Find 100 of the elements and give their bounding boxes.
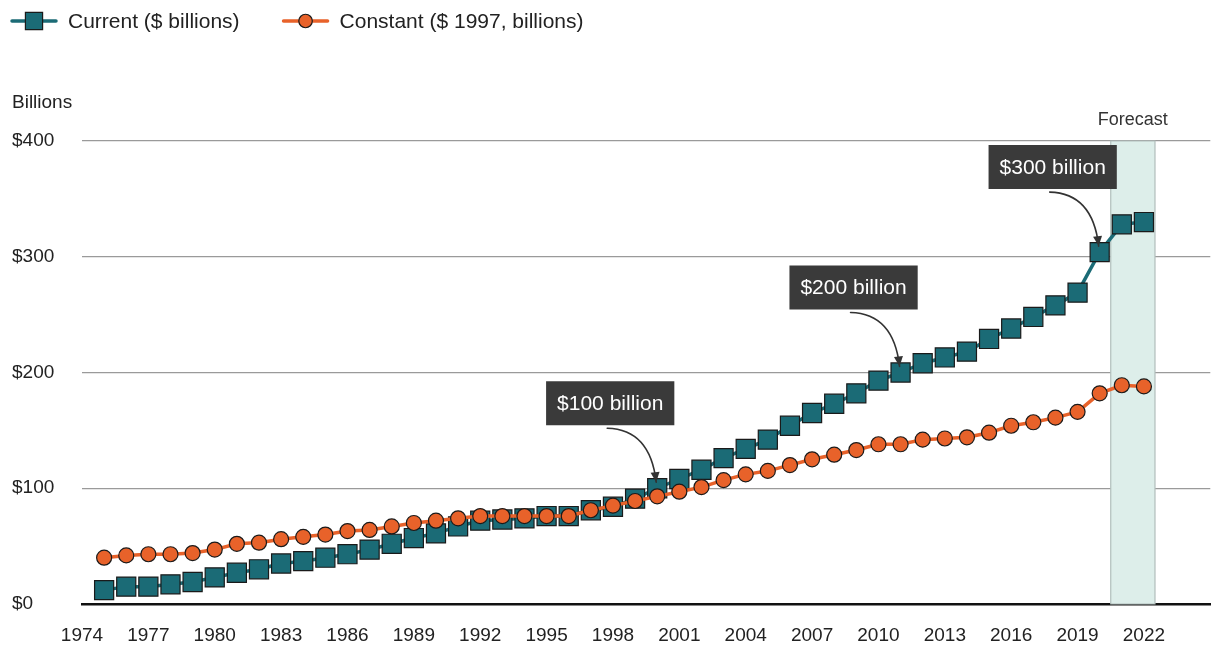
- x-tick-label: 1992: [459, 623, 502, 645]
- point: [757, 429, 778, 450]
- y-tick-label: $200: [12, 360, 55, 382]
- point: [1133, 211, 1155, 233]
- y-tick-label: $400: [12, 129, 55, 151]
- y-tick-label: $100: [12, 476, 55, 498]
- y-tick-label: $0: [12, 592, 34, 614]
- legend-label: Constant ($ 1997, billions): [339, 8, 584, 32]
- point: [270, 553, 292, 574]
- x-tick-label: 2010: [857, 623, 900, 645]
- point: [1067, 282, 1088, 303]
- point: [1111, 214, 1132, 235]
- point: [890, 362, 911, 383]
- point: [1023, 306, 1044, 328]
- point: [649, 488, 666, 505]
- x-tick-label: 2013: [923, 623, 966, 645]
- point: [803, 451, 821, 468]
- point: [494, 507, 511, 525]
- x-tick-label: 1977: [127, 623, 170, 645]
- band-label: Forecast: [1097, 108, 1168, 129]
- point: [184, 544, 201, 562]
- point: [250, 534, 268, 551]
- x-tick-label: 1998: [591, 623, 635, 645]
- point: [892, 436, 909, 453]
- x-tick-label: 2007: [790, 623, 834, 645]
- point: [160, 574, 181, 595]
- point: [1003, 417, 1020, 434]
- point: [980, 424, 998, 441]
- x-tick-label: 2019: [1056, 623, 1099, 645]
- point: [912, 353, 933, 374]
- point: [1001, 318, 1022, 339]
- point: [870, 436, 887, 453]
- point: [978, 328, 1000, 350]
- point: [138, 576, 159, 597]
- point: [671, 483, 688, 500]
- point: [958, 429, 976, 446]
- point: [936, 430, 953, 447]
- point: [691, 459, 712, 480]
- point: [361, 521, 378, 539]
- point: [96, 549, 113, 566]
- point: [162, 546, 179, 563]
- x-tick-label: 1983: [259, 623, 303, 645]
- point: [779, 415, 801, 436]
- point: [956, 341, 978, 362]
- point: [339, 522, 356, 540]
- point: [781, 457, 799, 474]
- point: [1089, 241, 1110, 263]
- point: [315, 547, 336, 568]
- point: [317, 526, 334, 543]
- y-axis-title: Billions: [12, 91, 73, 113]
- point: [1113, 377, 1130, 394]
- point: [1069, 403, 1086, 420]
- point: [118, 547, 135, 564]
- point: [295, 528, 312, 545]
- annotation: $300 billion: [999, 154, 1106, 178]
- x-tick-label: 1980: [193, 623, 236, 645]
- point: [693, 478, 710, 496]
- point: [846, 383, 867, 404]
- point: [293, 551, 314, 572]
- point: [140, 546, 157, 563]
- point: [116, 576, 137, 597]
- point: [403, 527, 424, 549]
- legend-label: Current ($ billions): [68, 8, 240, 32]
- annotation: $200 billion: [800, 275, 907, 299]
- point: [248, 559, 270, 580]
- point: [182, 571, 203, 593]
- point: [824, 393, 845, 414]
- x-tick-label: 1989: [392, 623, 435, 645]
- point: [204, 567, 225, 588]
- point: [934, 347, 955, 368]
- point: [735, 438, 756, 460]
- point: [516, 507, 533, 525]
- point: [472, 507, 489, 525]
- x-tick-label: 2004: [724, 623, 768, 645]
- point: [427, 512, 445, 529]
- point: [206, 541, 223, 558]
- annotation: $100 billion: [557, 391, 664, 415]
- point: [1091, 385, 1108, 402]
- point: [715, 472, 732, 489]
- x-tick-label: 1986: [326, 623, 369, 645]
- y-tick-label: $300: [12, 244, 55, 266]
- point: [826, 446, 843, 463]
- point: [759, 462, 776, 479]
- point: [93, 579, 115, 601]
- point: [405, 514, 422, 532]
- point: [383, 518, 400, 535]
- point: [273, 531, 290, 548]
- point: [801, 402, 823, 424]
- point: [1045, 295, 1066, 316]
- point: [359, 539, 380, 560]
- point: [226, 562, 248, 583]
- point: [914, 431, 931, 448]
- point: [737, 466, 754, 483]
- x-tick-label: 1974: [60, 623, 104, 645]
- point: [848, 441, 865, 459]
- point: [868, 370, 889, 391]
- x-tick-label: 1995: [525, 623, 568, 645]
- point: [1047, 409, 1064, 426]
- x-tick-label: 2001: [658, 623, 701, 645]
- x-tick-label: 2022: [1122, 623, 1166, 645]
